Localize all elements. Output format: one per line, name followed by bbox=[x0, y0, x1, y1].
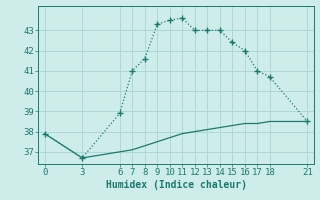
X-axis label: Humidex (Indice chaleur): Humidex (Indice chaleur) bbox=[106, 180, 246, 190]
